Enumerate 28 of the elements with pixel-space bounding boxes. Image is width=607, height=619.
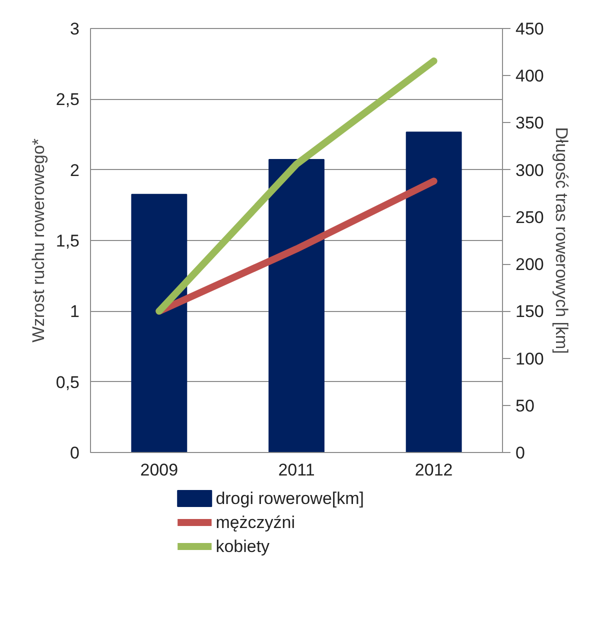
bar [131, 194, 188, 452]
legend-label: kobiety [216, 537, 270, 556]
y2-tick-label: 450 [516, 20, 544, 38]
y2-tick-label: 100 [516, 349, 544, 368]
y2-tick-label: 150 [516, 302, 544, 322]
y2-tick-label: 250 [516, 208, 544, 227]
y-tick-label: 3 [70, 20, 80, 38]
y-tick-label: 0,5 [56, 372, 80, 392]
bar [406, 132, 462, 452]
y-tick-label: 0 [70, 444, 80, 462]
y2-tick-label: 300 [516, 160, 544, 180]
x-tick-label: 2009 [140, 460, 178, 480]
y-tick-label: 2 [70, 160, 80, 180]
y-tick-label: 2,5 [56, 90, 80, 110]
y2-tick-label: 50 [516, 396, 534, 416]
legend-label: drogi rowerowe[km] [216, 489, 364, 508]
legend-label: mężczyźni [216, 513, 296, 532]
y-tick-label: 1 [70, 302, 80, 322]
y2-axis-title: Długość tras rowerowych [km] [552, 127, 571, 354]
y2-tick-label: 400 [516, 66, 544, 86]
y-tick-label: 1,5 [56, 232, 80, 250]
x-tick-label: 2011 [278, 460, 315, 480]
y2-tick-label: 200 [516, 255, 544, 274]
y-axis-title: Wzrost ruchu rowerowego* [28, 138, 48, 343]
y2-tick-label: 0 [516, 444, 525, 462]
y2-tick-label: 350 [516, 114, 544, 133]
bar [268, 158, 324, 452]
x-tick-label: 2012 [414, 460, 453, 480]
